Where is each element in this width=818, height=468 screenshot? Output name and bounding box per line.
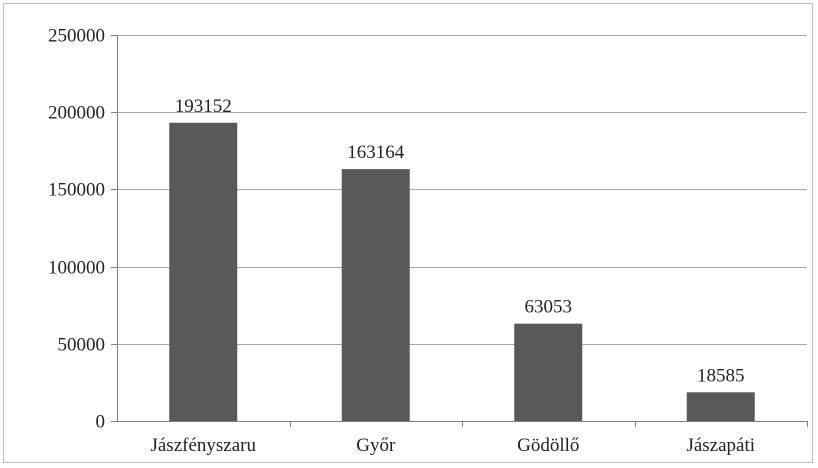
bar xyxy=(169,122,238,421)
x-category-label: Jászfényszaru xyxy=(150,435,256,456)
y-tick-label: 200000 xyxy=(48,103,105,124)
x-axis-category-labels: Jászfényszaru Győr Gödöllő Jászapáti xyxy=(150,435,755,456)
y-tick-label: 150000 xyxy=(48,180,105,201)
bar-value-label: 163164 xyxy=(347,142,405,163)
bar xyxy=(686,392,755,421)
y-axis-tick-labels: 0 50000 100000 150000 200000 250000 xyxy=(48,26,105,433)
bar-value-label: 193152 xyxy=(175,96,232,117)
y-tick-label: 100000 xyxy=(48,258,105,279)
bar xyxy=(514,323,583,421)
y-tick-label: 0 xyxy=(96,412,106,433)
y-tick-label: 50000 xyxy=(58,335,106,356)
x-category-label: Győr xyxy=(356,435,396,456)
x-category-label: Gödöllő xyxy=(517,435,579,456)
bars xyxy=(169,122,755,421)
y-tick-label: 250000 xyxy=(48,26,105,47)
bar-value-labels: 193152 163164 63053 18585 xyxy=(175,96,745,387)
bar-value-label: 18585 xyxy=(697,365,745,386)
bar xyxy=(341,169,410,421)
bar-value-label: 63053 xyxy=(525,297,573,318)
x-category-label: Jászapáti xyxy=(686,435,755,456)
axes xyxy=(111,35,808,427)
